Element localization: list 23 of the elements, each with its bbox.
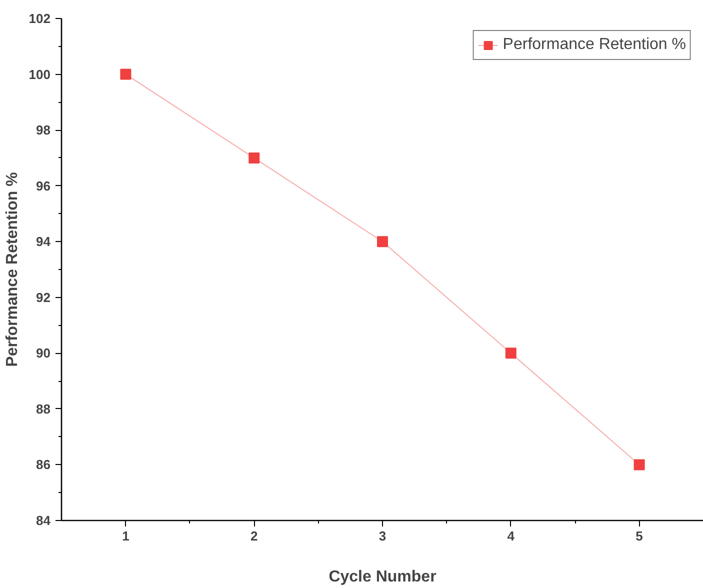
y-tick-label: 102 — [28, 11, 51, 26]
y-tick-label: 84 — [36, 513, 52, 528]
x-tick-label: 4 — [507, 528, 516, 544]
y-tick-label: 98 — [36, 122, 51, 138]
y-tick-label: 96 — [36, 178, 51, 194]
point — [248, 152, 260, 164]
x-tick-label: 5 — [636, 528, 643, 544]
x-tick-label: 3 — [378, 528, 386, 544]
point — [377, 236, 388, 248]
x-tick-label: 1 — [122, 528, 130, 544]
y-tick-label: 100 — [28, 66, 51, 82]
y-tick-label: 94 — [36, 234, 52, 250]
point — [120, 68, 132, 80]
y-tick-label: 92 — [36, 290, 51, 305]
point — [505, 348, 516, 359]
point — [634, 459, 645, 470]
y-tick-label: 90 — [36, 346, 51, 361]
y-tick-label: 88 — [36, 401, 51, 416]
y-axis-title: Performance Retention % — [4, 172, 21, 367]
x-axis-title: Cycle Number — [328, 568, 436, 586]
y-tick-label: 86 — [36, 457, 51, 472]
x-tick-label: 2 — [250, 528, 258, 544]
legend-label: Performance Retention % — [502, 36, 686, 54]
